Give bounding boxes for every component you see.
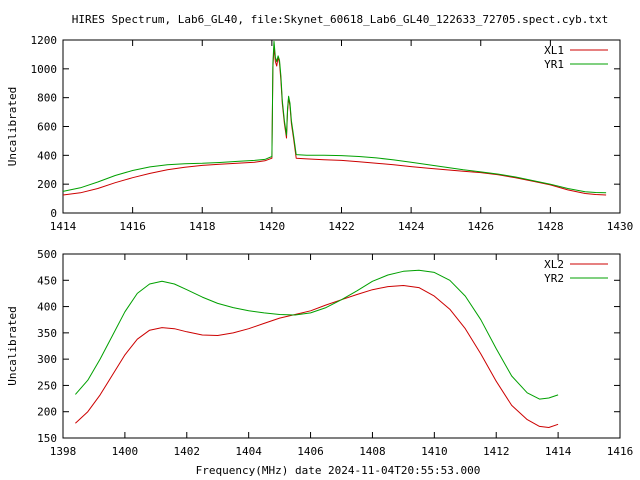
legend-label-xl1: XL1	[544, 44, 564, 57]
x-tick-label: 1424	[398, 220, 425, 233]
y-axis-label: Uncalibrated	[6, 87, 19, 166]
top-spectrum-plot: 1414 1416 1418 1420 1422 1424 1426 1428 1430 0 200…	[6, 34, 633, 233]
y-tick-label: 1200	[31, 34, 58, 47]
x-tick-label: 1416	[607, 445, 634, 458]
y-tick-label: 0	[50, 207, 57, 220]
y-tick-label: 200	[37, 178, 57, 191]
x-tick-label: 1414	[545, 445, 572, 458]
legend-label-yr2: YR2	[544, 272, 564, 285]
x-tick-label: 1430	[607, 220, 634, 233]
x-axis-label: Frequency(MHz) date 2024-11-04T20:55:53.…	[196, 464, 481, 477]
x-tick-label: 1420	[259, 220, 286, 233]
y-axis-label: Uncalibrated	[6, 306, 19, 385]
y-tick-label: 400	[37, 301, 57, 314]
x-tick-label: 1418	[189, 220, 216, 233]
x-tick-label: 1410	[421, 445, 448, 458]
y-tick-label: 200	[37, 406, 57, 419]
x-tick-label: 1406	[297, 445, 324, 458]
x-tick-label: 1414	[50, 220, 77, 233]
y-tick-label: 450	[37, 274, 57, 287]
x-tick-label: 1404	[235, 445, 262, 458]
x-tick-label: 1426	[468, 220, 495, 233]
series-line-yr2	[75, 269, 559, 400]
x-tick-label: 1428	[537, 220, 564, 233]
x-tick-label: 1402	[174, 445, 201, 458]
x-tick-label: 1422	[328, 220, 355, 233]
x-tick-label: 1416	[119, 220, 146, 233]
legend-label-xl2: XL2	[544, 258, 564, 271]
bottom-spectrum-plot: 1398 1400 1402 1404 1406 1408 1410 1412 1414 1416…	[6, 248, 633, 458]
x-tick-label: 1408	[359, 445, 386, 458]
y-tick-label: 600	[37, 121, 57, 134]
y-tick-label: 500	[37, 248, 57, 261]
x-tick-label: 1400	[112, 445, 139, 458]
legend-label-yr1: YR1	[544, 58, 564, 71]
x-tick-label: 1398	[50, 445, 77, 458]
series-line-xl2	[75, 285, 559, 428]
y-tick-label: 150	[37, 432, 57, 445]
x-tick-label: 1412	[483, 445, 510, 458]
y-tick-label: 400	[37, 149, 57, 162]
y-tick-label: 250	[37, 379, 57, 392]
series-line-yr1	[62, 40, 607, 194]
y-tick-label: 350	[37, 327, 57, 340]
plot-frame	[62, 253, 621, 439]
page-title: HIRES Spectrum, Lab6_GL40, file:Skynet_6…	[72, 13, 608, 26]
y-tick-label: 800	[37, 92, 57, 105]
y-tick-label: 300	[37, 353, 57, 366]
y-tick-label: 1000	[31, 63, 58, 76]
